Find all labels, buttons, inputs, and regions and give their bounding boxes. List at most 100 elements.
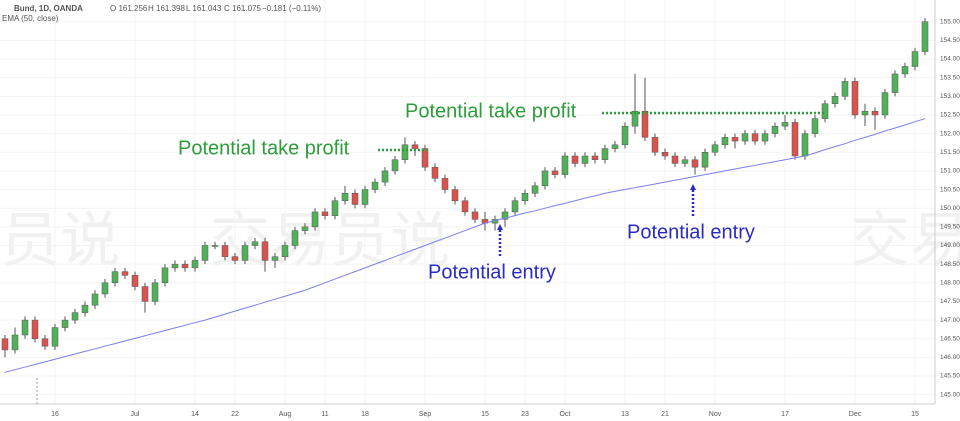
candle-body: [411, 144, 419, 149]
candle-body: [651, 137, 659, 153]
candle-body: [891, 73, 899, 93]
candle-body: [731, 137, 739, 142]
y-tick-label: 146.000: [940, 354, 960, 361]
symbol: Bund, 1D, OANDA: [14, 4, 83, 13]
candle-body: [71, 312, 79, 321]
candle-body: [551, 170, 559, 175]
y-tick-label: 151.500: [940, 149, 960, 156]
x-tick-label: 21: [661, 411, 669, 418]
candle-body: [711, 144, 719, 153]
candle-body: [801, 133, 809, 157]
candle-body: [221, 245, 229, 257]
ema-line: [4, 118, 926, 373]
candle-body: [41, 338, 49, 347]
y-tick-label: 153.000: [940, 93, 960, 100]
y-tick-label: 152.500: [940, 112, 960, 119]
annotation: Potential take profit: [405, 100, 577, 122]
candle-body: [421, 148, 429, 168]
watermark: 交易员说: [0, 207, 120, 274]
y-tick-label: 145.000: [940, 391, 960, 398]
candle-body: [391, 159, 399, 172]
candle-body: [541, 170, 549, 187]
candle-body: [621, 125, 629, 146]
ohlc: H 161.398: [148, 4, 185, 13]
ohlc: C 161.075: [224, 4, 261, 13]
x-tick-label: Dec: [849, 411, 862, 418]
candle-body: [261, 241, 269, 261]
candle-body: [921, 21, 929, 52]
candle-body: [811, 118, 819, 134]
y-tick-label: 151.000: [940, 168, 960, 175]
candle-body: [311, 211, 319, 228]
candle-body: [141, 286, 149, 302]
candle-body: [791, 122, 799, 157]
candle-body: [831, 96, 839, 105]
indicator: EMA (50, close): [2, 14, 59, 23]
candle-body: [291, 230, 299, 246]
candle-body: [641, 110, 649, 138]
x-tick-label: 17: [781, 411, 789, 418]
candle-body: [851, 81, 859, 116]
x-tick-label: Sep: [419, 411, 432, 418]
candle-body: [91, 293, 99, 306]
y-tick-label: 152.000: [940, 130, 960, 137]
candle-body: [531, 185, 539, 194]
candle-body: [461, 200, 469, 213]
candle-body: [81, 304, 89, 313]
x-tick-label: 23: [521, 411, 529, 418]
x-tick-label: Nov: [709, 411, 722, 418]
x-tick-label: 15: [481, 411, 489, 418]
candle-body: [591, 155, 599, 160]
y-tick-label: 148.500: [940, 261, 960, 268]
candle-body: [211, 245, 219, 247]
candle-body: [151, 282, 159, 302]
candle-body: [201, 245, 209, 261]
candle-body: [371, 181, 379, 190]
candle-body: [681, 159, 689, 164]
annotation: Potential take profit: [178, 137, 350, 159]
y-tick-label: 154.000: [940, 56, 960, 63]
candle-body: [501, 211, 509, 220]
candle-body: [331, 200, 339, 216]
candle-body: [161, 267, 169, 284]
candle-body: [471, 211, 479, 220]
candle-body: [181, 263, 189, 269]
candle-body: [451, 189, 459, 201]
candle-body: [271, 256, 279, 261]
y-tick-label: 149.500: [940, 224, 960, 231]
x-tick-label: Oct: [560, 411, 571, 418]
candle-body: [771, 125, 779, 134]
candle-body: [61, 319, 69, 328]
candle-body: [841, 81, 849, 97]
candle-body: [361, 189, 369, 205]
candle-body: [871, 110, 879, 116]
candle-body: [321, 211, 329, 216]
candle-body: [661, 152, 669, 157]
candle-body: [101, 282, 109, 295]
y-tick-label: 148.000: [940, 280, 960, 287]
arrow-head: [690, 184, 696, 190]
candle-body: [21, 319, 29, 336]
y-tick-label: 153.500: [940, 74, 960, 81]
candle-body: [571, 155, 579, 164]
candle-body: [401, 144, 409, 160]
candle-body: [511, 200, 519, 213]
ohlc: O 161.256: [110, 4, 148, 13]
candle-body: [691, 159, 699, 168]
candle-body: [301, 226, 309, 231]
candle-body: [251, 241, 259, 246]
candle-body: [431, 166, 439, 179]
candle-body: [581, 155, 589, 164]
candle-body: [821, 103, 829, 119]
x-tick-label: Aug: [279, 411, 292, 418]
candle-body: [881, 92, 889, 116]
candle-body: [901, 66, 909, 75]
candle-body: [521, 193, 529, 201]
candle-body: [131, 275, 139, 287]
candle-body: [341, 193, 349, 201]
candle-body: [601, 148, 609, 160]
candle-body: [751, 133, 759, 142]
watermark: 交易员说: [210, 207, 450, 274]
candle-body: [231, 256, 239, 261]
